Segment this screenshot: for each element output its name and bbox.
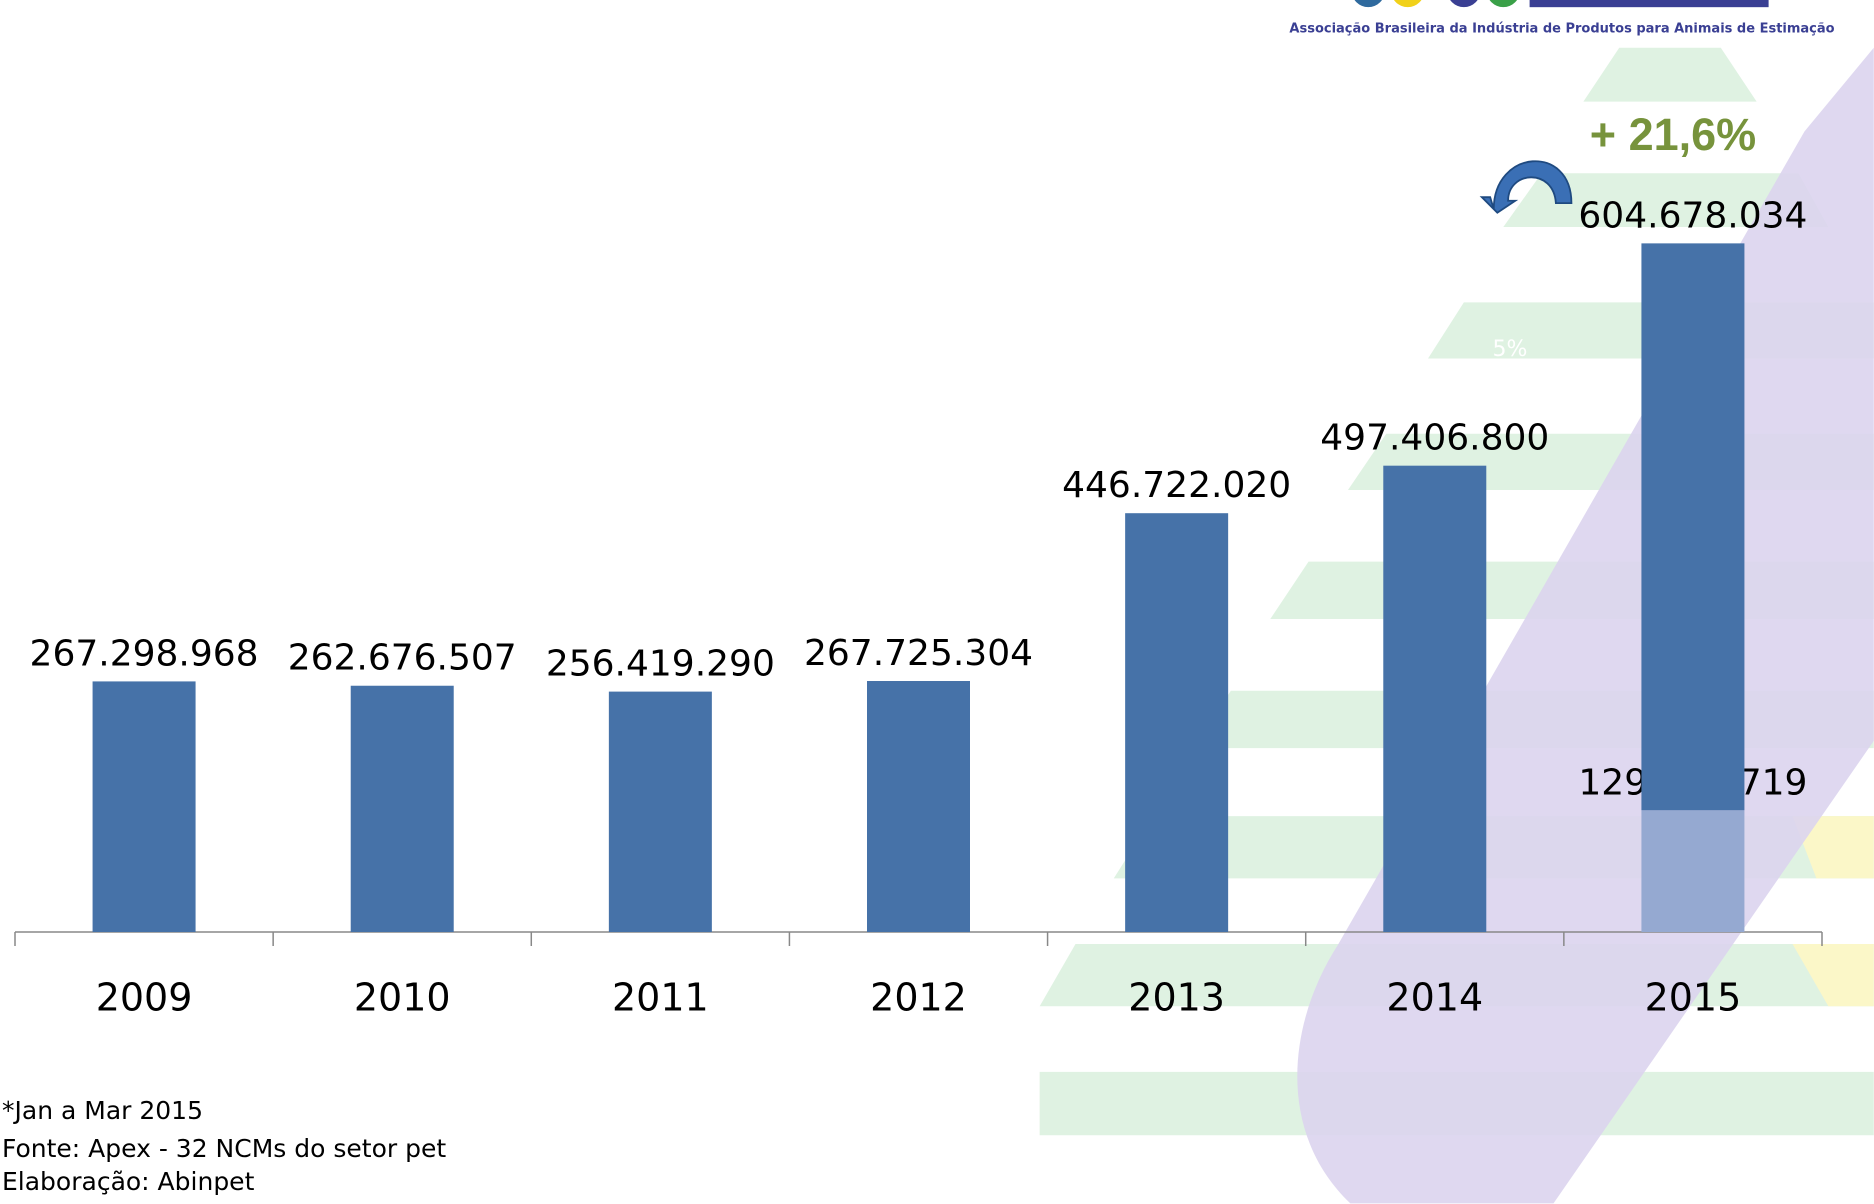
x-tick-label: 2011: [612, 976, 709, 1020]
x-tick-label: 2010: [354, 976, 451, 1020]
bar: [867, 681, 970, 932]
growth-annotation: + 21,6%: [1590, 109, 1756, 160]
bar: [1641, 243, 1745, 811]
footnote: Fonte: Apex - 32 NCMs do setor pet: [2, 1134, 446, 1163]
bar: [92, 681, 196, 932]
value-label: 604.678.034: [1578, 195, 1807, 236]
x-tick-label: 2012: [870, 976, 967, 1020]
footnote: Elaboração: Abinpet: [2, 1167, 255, 1196]
bar: [1125, 513, 1229, 932]
bar: [1383, 465, 1487, 932]
value-label: 267.298.968: [30, 633, 259, 674]
value-label: 497.406.800: [1320, 418, 1549, 459]
value-label: 446.722.020: [1062, 465, 1291, 506]
background-annotation: 5%: [1493, 337, 1528, 362]
footnote: *Jan a Mar 2015: [2, 1096, 203, 1125]
x-tick-label: 2014: [1386, 976, 1483, 1020]
bar: [350, 685, 454, 932]
bar: [1641, 810, 1745, 932]
x-tick-label: 2015: [1645, 976, 1742, 1020]
value-label: 256.419.290: [546, 644, 775, 685]
value-label: 267.725.304: [804, 633, 1033, 674]
bar: [608, 691, 712, 932]
logo-text: Associação Brasileira da Indústria de Pr…: [1289, 22, 1834, 37]
x-tick-label: 2013: [1128, 976, 1225, 1020]
value-label: 262.676.507: [288, 638, 517, 679]
x-tick-label: 2009: [96, 976, 193, 1020]
